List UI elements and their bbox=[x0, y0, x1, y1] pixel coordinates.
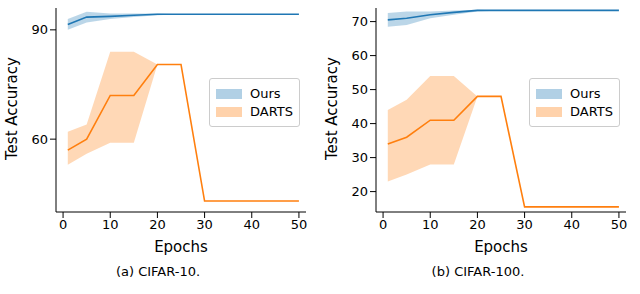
svg-text:40: 40 bbox=[243, 217, 260, 232]
svg-text:20: 20 bbox=[351, 184, 368, 199]
svg-text:0: 0 bbox=[59, 217, 67, 232]
svg-text:Epochs: Epochs bbox=[474, 238, 528, 256]
svg-text:20: 20 bbox=[469, 217, 486, 232]
svg-text:70: 70 bbox=[351, 14, 368, 29]
html-text:Ours: Ours bbox=[250, 86, 281, 101]
html-text:Ours: Ours bbox=[570, 86, 601, 101]
html-text:DARTS: DARTS bbox=[570, 104, 613, 119]
svg-text:60: 60 bbox=[351, 48, 368, 63]
svg-text:Epochs: Epochs bbox=[154, 238, 208, 256]
html-text:(a) CIFAR-10.: (a) CIFAR-10. bbox=[115, 264, 201, 279]
svg-text:30: 30 bbox=[351, 150, 368, 165]
svg-text:Test Accuracy: Test Accuracy bbox=[323, 57, 341, 161]
svg-text:10: 10 bbox=[102, 217, 119, 232]
html-text:(b) CIFAR-100.: (b) CIFAR-100. bbox=[431, 264, 525, 279]
html-text:DARTS: DARTS bbox=[250, 104, 293, 119]
svg-text:Test Accuracy: Test Accuracy bbox=[8, 57, 21, 161]
svg-text:90: 90 bbox=[31, 22, 48, 37]
svg-text:30: 30 bbox=[196, 217, 213, 232]
svg-text:0: 0 bbox=[379, 217, 387, 232]
svg-text:50: 50 bbox=[611, 217, 628, 232]
svg-text:20: 20 bbox=[149, 217, 166, 232]
svg-text:30: 30 bbox=[516, 217, 533, 232]
svg-text:10: 10 bbox=[422, 217, 439, 232]
svg-text:50: 50 bbox=[351, 82, 368, 97]
svg-text:60: 60 bbox=[31, 132, 48, 147]
svg-text:50: 50 bbox=[291, 217, 308, 232]
svg-text:40: 40 bbox=[563, 217, 580, 232]
svg-text:40: 40 bbox=[351, 116, 368, 131]
